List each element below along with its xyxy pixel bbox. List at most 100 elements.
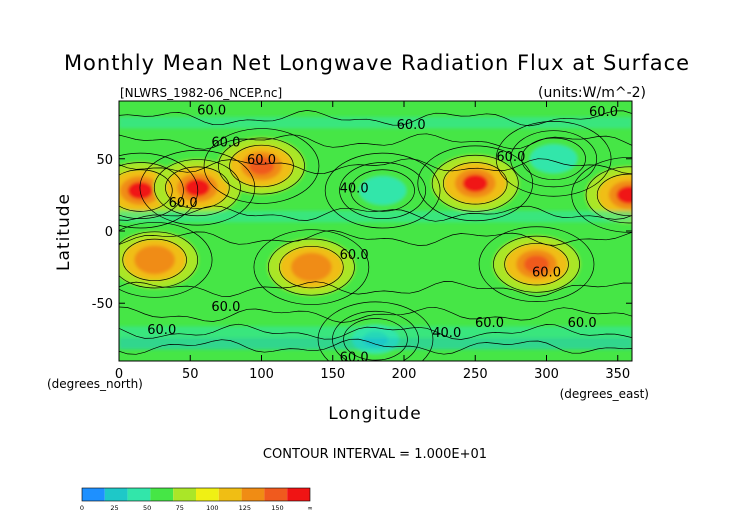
colorbar-swatch: [196, 488, 219, 501]
contour-line: [478, 226, 595, 303]
contour-line: [521, 137, 586, 180]
contour-line: [343, 318, 408, 361]
units-label: (units:W/m^-2): [538, 85, 646, 101]
contour-line: [119, 230, 632, 246]
contour-line: [253, 229, 370, 305]
field-band: [119, 337, 632, 350]
contour-label: 40.0: [340, 182, 369, 197]
contour-line: [122, 238, 187, 282]
y-unit-label: (degrees_north): [47, 377, 143, 391]
contour-line: [119, 152, 199, 229]
contour-label: 60.0: [475, 316, 504, 331]
y-tick-label: -50: [92, 297, 113, 312]
contour-line: [153, 159, 241, 217]
contour-line: [119, 158, 632, 175]
x-tick-label: 50: [182, 367, 199, 382]
contour-label: 60.0: [568, 316, 597, 331]
contour-label: 60.0: [211, 300, 240, 315]
contour-line: [267, 238, 355, 296]
contour-line: [504, 243, 569, 286]
contour-line: [119, 169, 173, 212]
y-tick-label: 0: [105, 225, 113, 240]
contour-label: 60.0: [397, 118, 426, 133]
contour-label: 60.0: [169, 196, 198, 211]
contour-label: 60.0: [197, 104, 226, 119]
field-feature: [462, 174, 488, 193]
contour-line: [119, 162, 184, 219]
contour-line: [119, 205, 632, 222]
field-feature: [134, 245, 176, 275]
colorbar-level-label: 0: [80, 504, 84, 512]
colorbar-swatch: [150, 488, 174, 501]
contour-line: [339, 162, 427, 219]
contour-line: [165, 166, 230, 209]
contour-label: 60.0: [589, 105, 618, 120]
y-axis: 50 0 -50: [92, 153, 632, 312]
x-unit-label: (degrees_east): [560, 387, 649, 401]
colorbar-level-label: ∞: [307, 504, 312, 512]
contour-label: 60.0: [496, 150, 525, 165]
x-tick-label: 150: [320, 367, 345, 382]
contour-line: [571, 157, 632, 233]
colorbar-level-label: 125: [239, 504, 251, 512]
field-band: [119, 116, 632, 129]
contour-line: [119, 133, 632, 150]
contour-label: 40.0: [432, 326, 461, 341]
x-tick-label: 0: [115, 367, 123, 382]
colorbar-swatch: [218, 488, 242, 501]
contour-interval-text: CONTOUR INTERVAL = 1.000E+01: [263, 447, 487, 462]
contour-line: [442, 162, 508, 205]
contour-line: [119, 306, 632, 323]
x-tick-label: 100: [249, 367, 274, 382]
colorbar-frame: [81, 487, 311, 502]
contour-label: 60.0: [532, 265, 561, 280]
contour-line: [119, 281, 632, 297]
x-tick-label: 250: [463, 367, 488, 382]
field-feature: [523, 255, 550, 273]
contour-line: [510, 130, 598, 188]
contour-label: 60.0: [340, 351, 369, 366]
colorbar-level-label: 100: [206, 504, 218, 512]
file-label: [NLWRS_1982-06_NCEP.nc]: [120, 86, 282, 100]
y-tick-label: 50: [96, 153, 113, 168]
colorbar-swatch: [82, 488, 105, 501]
contour-line: [317, 301, 434, 361]
contour-line: [324, 152, 441, 229]
colorbar-level-label: 50: [143, 504, 151, 512]
contour-line: [139, 149, 256, 226]
colorbar-swatch: [173, 488, 196, 501]
x-axis: 0 50 100 150 200 250 300 350: [115, 101, 630, 382]
contour-lines: [119, 110, 632, 361]
contour-line: [585, 166, 632, 224]
field-feature: [616, 186, 632, 204]
y-axis-label: Latitude: [54, 193, 74, 271]
chart-title: Monthly Mean Net Longwave Radiation Flux…: [64, 51, 690, 75]
contour-line: [203, 128, 320, 204]
contour-labels: 60.0 60.0 60.0 60.0 60.0 60.0 40.0 60.0 60.0 60.0…: [147, 104, 618, 366]
contour-label: 60.0: [147, 323, 176, 338]
contour-line: [350, 169, 415, 212]
plot-area: [119, 101, 632, 361]
contour-line: [119, 222, 213, 298]
contour-line: [119, 110, 632, 127]
colorbar-swatch: [287, 488, 310, 501]
field-band: [119, 210, 632, 223]
contour-label: 60.0: [211, 135, 240, 150]
x-axis-label: Longitude: [328, 404, 422, 424]
contour-line: [218, 137, 305, 195]
x-tick-label: 200: [392, 367, 417, 382]
colorbar: 0 25 50 75 100 125 150 ∞: [80, 487, 313, 512]
field-feature: [248, 157, 275, 175]
contour-line: [596, 173, 632, 217]
field-feature: [370, 182, 396, 199]
field-band: [119, 326, 632, 338]
contour-line: [493, 235, 580, 293]
x-tick-label: 300: [534, 367, 559, 382]
colorbar-level-label: 150: [271, 504, 283, 512]
colorbar-swatch: [241, 488, 265, 501]
contour-line: [119, 338, 632, 355]
contour-line: [495, 120, 612, 197]
colorbar-level-label: 75: [176, 504, 184, 512]
field-feature: [290, 252, 332, 282]
